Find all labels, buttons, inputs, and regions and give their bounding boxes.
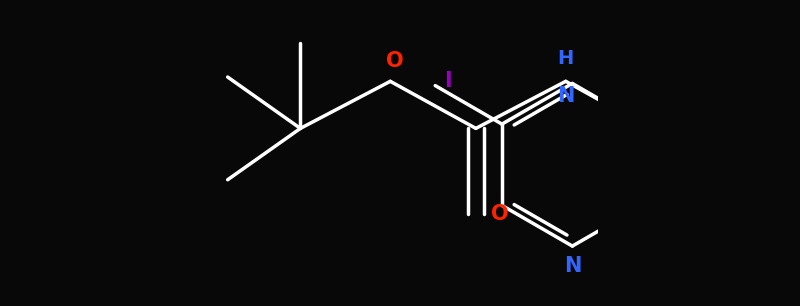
Text: H: H <box>558 50 574 69</box>
Text: O: O <box>491 204 509 224</box>
Text: N: N <box>564 256 581 276</box>
Text: I: I <box>444 71 451 91</box>
Text: O: O <box>386 51 403 71</box>
Text: N: N <box>557 86 574 106</box>
